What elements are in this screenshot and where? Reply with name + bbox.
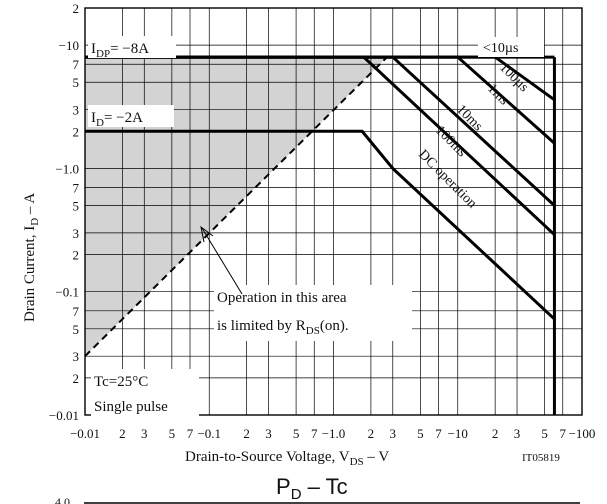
x-tick-label: 2 <box>119 426 126 441</box>
x-tick-label: 3 <box>265 426 272 441</box>
y-tick-label: 3 <box>73 226 80 241</box>
y-tick-label: −0.1 <box>55 285 79 300</box>
second-chart-title: PD – Tc <box>276 474 348 503</box>
y-tick-label: 5 <box>73 199 80 214</box>
line-label-10us: <10µs <box>483 41 518 56</box>
rds-annotation-bg <box>214 285 412 341</box>
idp-annotation: IDP= −8A <box>91 41 149 60</box>
rds-annotation-line1: Operation in this area <box>217 290 347 306</box>
x-tick-label: −0.01 <box>70 426 100 441</box>
y-axis-label: Drain Current, ID – A <box>22 193 41 322</box>
y-tick-label: 2 <box>73 1 80 16</box>
y-tick-label: 2 <box>73 124 80 139</box>
x-tick-label: 5 <box>417 426 424 441</box>
x-tick-label: −100 <box>569 426 596 441</box>
x-tick-label: 5 <box>169 426 176 441</box>
id-annotation: ID= −2A <box>91 110 143 129</box>
rds-arrow <box>200 225 243 295</box>
y-tick-label: 7 <box>73 304 80 319</box>
x-tick-label: 7 <box>187 426 194 441</box>
y-tick-label: 3 <box>73 103 80 118</box>
tc-annotation-bg <box>91 369 199 417</box>
y-tick-label: −1.0 <box>55 161 79 176</box>
x-tick-label: 2 <box>243 426 250 441</box>
x-tick-label: 3 <box>514 426 521 441</box>
single-pulse-annotation: Single pulse <box>94 399 168 415</box>
second-chart-tick: 4.0 <box>55 495 70 504</box>
x-tick-label: 5 <box>293 426 300 441</box>
y-tick-label: 2 <box>73 248 80 263</box>
figure-code: IT05819 <box>522 452 560 464</box>
x-axis-label: Drain-to-Source Voltage, VDS – V <box>185 449 389 468</box>
x-tick-labels: −0.01 2 3 5 7 −0.1 2 3 5 7 −1.0 2 3 5 7 −10 2 3 5 7 −100 <box>70 426 595 441</box>
idp-label-bg <box>88 36 176 58</box>
x-tick-label: 2 <box>492 426 499 441</box>
y-tick-label: −10 <box>59 38 79 53</box>
series-line-r-ds-on-limit <box>84 56 388 357</box>
tc-annotation: Tc=25°C <box>94 374 148 390</box>
rds-annotation-line2: is limited by RDS(on). <box>217 318 349 337</box>
x-tick-label: 2 <box>368 426 375 441</box>
x-tick-label: 3 <box>390 426 397 441</box>
soa-boundary-lines <box>84 55 556 415</box>
y-tick-label: 5 <box>73 75 80 90</box>
series-line-100ms <box>85 55 556 236</box>
x-tick-label: 5 <box>541 426 548 441</box>
plot-frame <box>84 7 583 416</box>
y-tick-labels: −0.01 2 3 5 7 −0.1 2 3 5 7 −1.0 2 3 5 7 −10 2 <box>49 1 80 423</box>
x-tick-label: −0.1 <box>197 426 221 441</box>
x-tick-label: 7 <box>435 426 442 441</box>
x-tick-label: −10 <box>448 426 468 441</box>
x-tick-label: 7 <box>560 426 567 441</box>
id-label-bg <box>88 105 174 127</box>
x-tick-label: −1.0 <box>322 426 346 441</box>
x-tick-label: 3 <box>141 426 148 441</box>
y-tick-label: 7 <box>73 181 80 196</box>
t10us-label-bg <box>478 37 544 57</box>
y-tick-label: −0.01 <box>49 408 79 423</box>
x-tick-label: 7 <box>311 426 318 441</box>
series-line-dc-operation <box>85 129 556 321</box>
y-tick-label: 7 <box>73 57 80 72</box>
y-tick-label: 5 <box>73 322 80 337</box>
y-tick-label: 2 <box>73 371 80 386</box>
y-tick-label: 3 <box>73 349 80 364</box>
